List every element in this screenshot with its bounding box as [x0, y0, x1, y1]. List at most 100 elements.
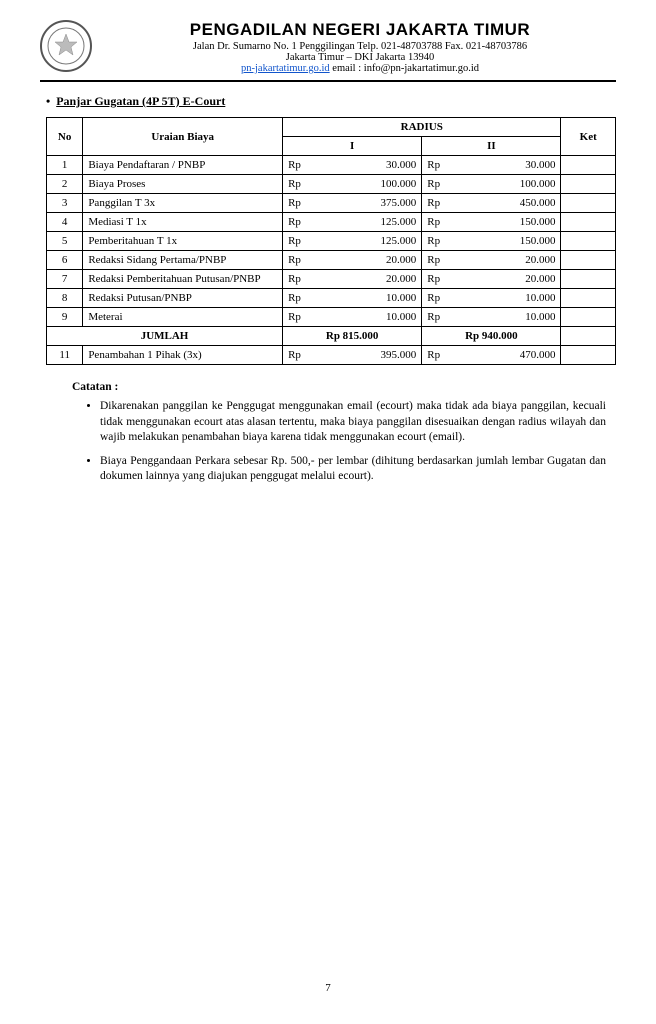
extra-v1: 395.000: [319, 346, 422, 365]
cell-no: 8: [47, 289, 83, 308]
table-row: 5Pemberitahuan T 1xRp125.000Rp150.000: [47, 232, 616, 251]
cell-desc: Panggilan T 3x: [83, 194, 283, 213]
th-ket: Ket: [561, 118, 616, 156]
extra-row: 11 Penambahan 1 Pihak (3x) Rp 395.000 Rp…: [47, 346, 616, 365]
cell-v1: 10.000: [319, 289, 422, 308]
cell-rp2: Rp: [422, 194, 458, 213]
cell-desc: Meterai: [83, 308, 283, 327]
table-row: 2Biaya ProsesRp100.000Rp100.000: [47, 175, 616, 194]
court-title: PENGADILAN NEGERI JAKARTA TIMUR: [104, 20, 616, 40]
cell-desc: Redaksi Putusan/PNBP: [83, 289, 283, 308]
cell-v2: 450.000: [458, 194, 561, 213]
address-line-2: Jakarta Timur – DKI Jakarta 13940: [104, 52, 616, 63]
cell-desc: Pemberitahuan T 1x: [83, 232, 283, 251]
cell-v2: 10.000: [458, 289, 561, 308]
cell-no: 9: [47, 308, 83, 327]
notes-title: Catatan :: [72, 381, 616, 393]
cell-v1: 20.000: [319, 251, 422, 270]
cell-rp2: Rp: [422, 175, 458, 194]
cell-v1: 30.000: [319, 156, 422, 175]
cell-v1: 20.000: [319, 270, 422, 289]
cell-no: 1: [47, 156, 83, 175]
cell-rp2: Rp: [422, 213, 458, 232]
table-row: 4Mediasi T 1xRp125.000Rp150.000: [47, 213, 616, 232]
cell-rp1: Rp: [283, 213, 319, 232]
address-line-1: Jalan Dr. Sumarno No. 1 Penggilingan Tel…: [104, 41, 616, 52]
jumlah-ket: [561, 327, 616, 346]
cell-ket: [561, 308, 616, 327]
cell-v2: 20.000: [458, 270, 561, 289]
cell-ket: [561, 232, 616, 251]
cell-rp2: Rp: [422, 251, 458, 270]
cell-rp2: Rp: [422, 270, 458, 289]
cell-v2: 10.000: [458, 308, 561, 327]
cell-ket: [561, 156, 616, 175]
extra-no: 11: [47, 346, 83, 365]
cost-table: No Uraian Biaya RADIUS Ket I II 1Biaya P…: [46, 117, 616, 365]
contact-line: pn-jakartatimur.go.id email : info@pn-ja…: [104, 63, 616, 74]
cell-ket: [561, 175, 616, 194]
cell-v1: 375.000: [319, 194, 422, 213]
jumlah-label: JUMLAH: [47, 327, 283, 346]
th-radius: RADIUS: [283, 118, 561, 137]
cell-no: 3: [47, 194, 83, 213]
table-row: 7Redaksi Pemberitahuan Putusan/PNBPRp20.…: [47, 270, 616, 289]
cell-no: 6: [47, 251, 83, 270]
website-link[interactable]: pn-jakartatimur.go.id: [241, 63, 330, 74]
extra-rp1: Rp: [283, 346, 319, 365]
cell-rp1: Rp: [283, 289, 319, 308]
cell-ket: [561, 251, 616, 270]
cell-v2: 150.000: [458, 232, 561, 251]
cell-v1: 100.000: [319, 175, 422, 194]
table-row: 6Redaksi Sidang Pertama/PNBPRp20.000Rp20…: [47, 251, 616, 270]
cell-no: 4: [47, 213, 83, 232]
cell-desc: Redaksi Sidang Pertama/PNBP: [83, 251, 283, 270]
table-row: 9MeteraiRp10.000Rp10.000: [47, 308, 616, 327]
cell-v2: 100.000: [458, 175, 561, 194]
cell-rp1: Rp: [283, 175, 319, 194]
cell-no: 2: [47, 175, 83, 194]
notes-list: Dikarenakan panggilan ke Penggugat mengg…: [100, 399, 616, 485]
cell-desc: Redaksi Pemberitahuan Putusan/PNBP: [83, 270, 283, 289]
jumlah-radius-2: Rp 940.000: [422, 327, 561, 346]
cell-rp1: Rp: [283, 251, 319, 270]
extra-rp2: Rp: [422, 346, 458, 365]
cell-rp1: Rp: [283, 232, 319, 251]
cell-desc: Biaya Pendaftaran / PNBP: [83, 156, 283, 175]
document-header: PENGADILAN NEGERI JAKARTA TIMUR Jalan Dr…: [40, 20, 616, 82]
email-text: email : info@pn-jakartatimur.go.id: [330, 63, 479, 74]
th-radius-1: I: [283, 137, 422, 156]
table-row: 1Biaya Pendaftaran / PNBPRp30.000Rp30.00…: [47, 156, 616, 175]
th-uraian: Uraian Biaya: [83, 118, 283, 156]
cell-ket: [561, 194, 616, 213]
cell-rp1: Rp: [283, 270, 319, 289]
cell-rp2: Rp: [422, 289, 458, 308]
cell-ket: [561, 270, 616, 289]
cell-rp1: Rp: [283, 156, 319, 175]
note-item: Biaya Penggandaan Perkara sebesar Rp. 50…: [100, 454, 616, 485]
cell-rp2: Rp: [422, 232, 458, 251]
cell-v1: 10.000: [319, 308, 422, 327]
notes-section: Catatan : Dikarenakan panggilan ke Pengg…: [72, 381, 616, 485]
table-row: 8Redaksi Putusan/PNBPRp10.000Rp10.000: [47, 289, 616, 308]
bullet-icon: •: [46, 94, 50, 109]
th-no: No: [47, 118, 83, 156]
note-item: Dikarenakan panggilan ke Penggugat mengg…: [100, 399, 616, 446]
cell-rp1: Rp: [283, 308, 319, 327]
cell-v2: 20.000: [458, 251, 561, 270]
cell-v2: 30.000: [458, 156, 561, 175]
section-heading: • Panjar Gugatan (4P 5T) E-Court: [46, 94, 616, 109]
jumlah-radius-1: Rp 815.000: [283, 327, 422, 346]
table-row: 3Panggilan T 3xRp375.000Rp450.000: [47, 194, 616, 213]
cell-v2: 150.000: [458, 213, 561, 232]
cell-v1: 125.000: [319, 213, 422, 232]
jumlah-row: JUMLAH Rp 815.000 Rp 940.000: [47, 327, 616, 346]
cell-ket: [561, 289, 616, 308]
extra-desc: Penambahan 1 Pihak (3x): [83, 346, 283, 365]
extra-ket: [561, 346, 616, 365]
cell-no: 5: [47, 232, 83, 251]
cell-rp2: Rp: [422, 308, 458, 327]
cell-v1: 125.000: [319, 232, 422, 251]
section-title-text: Panjar Gugatan (4P 5T) E-Court: [56, 94, 225, 109]
cell-no: 7: [47, 270, 83, 289]
